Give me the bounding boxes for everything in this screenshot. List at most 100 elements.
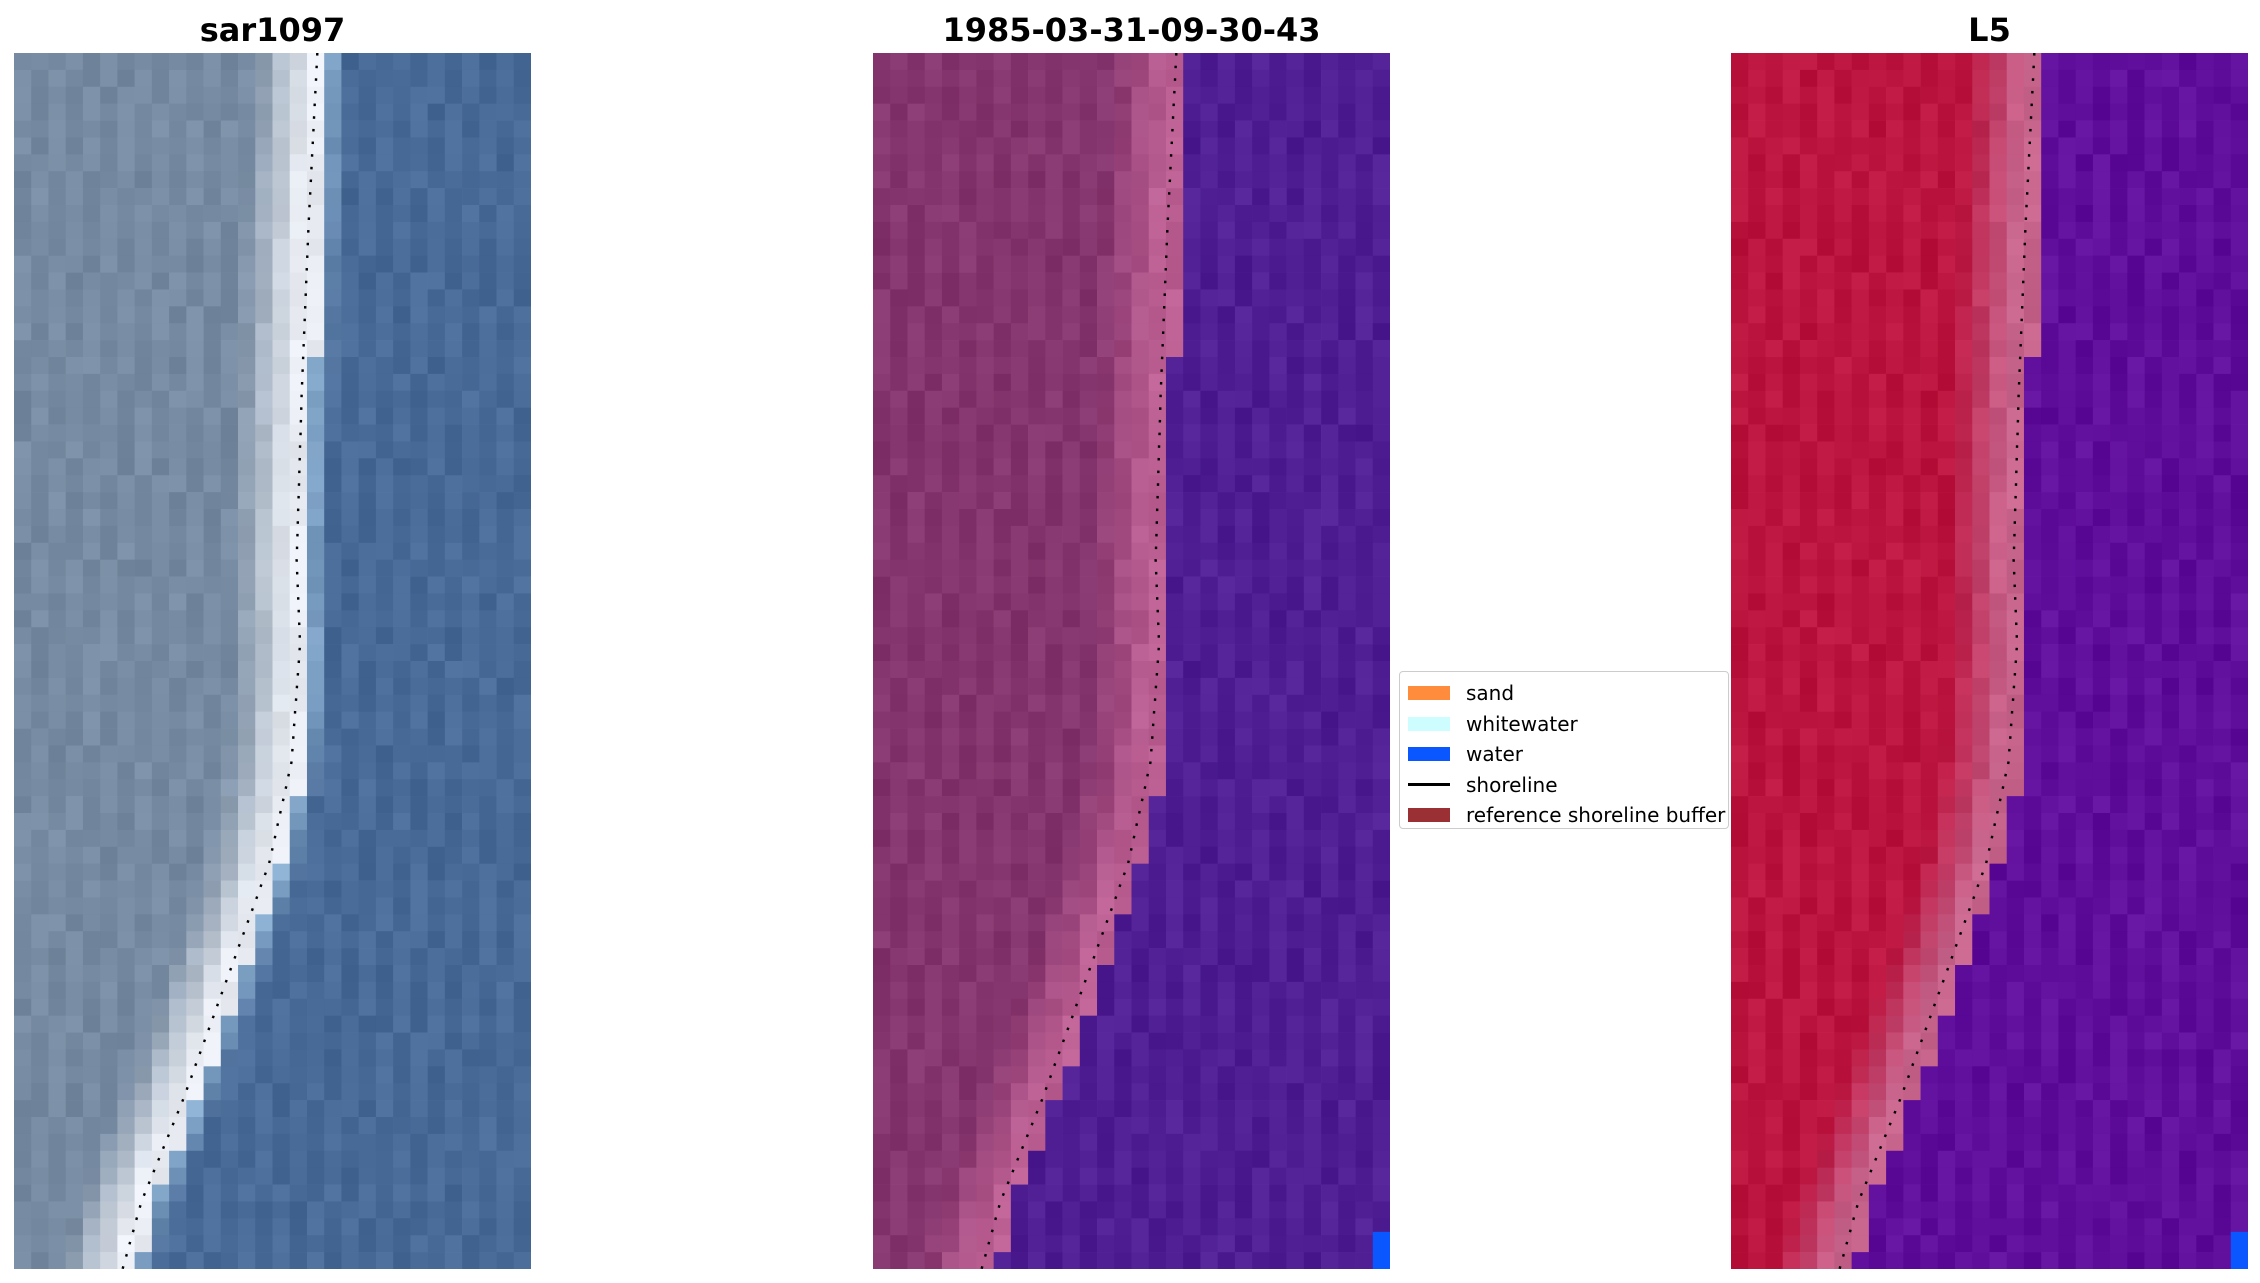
image-pixel (100, 1083, 118, 1101)
image-pixel (890, 745, 908, 763)
image-pixel (2144, 357, 2163, 375)
image-pixel (1372, 813, 1390, 831)
image-pixel (1321, 525, 1339, 544)
image-pixel (1200, 1150, 1219, 1169)
image-pixel (1972, 188, 1990, 206)
image-pixel (993, 677, 1012, 696)
image-pixel (289, 272, 308, 290)
classified-image-panel (873, 53, 1390, 1269)
image-pixel (1183, 1133, 1201, 1152)
image-pixel (1338, 323, 1356, 341)
image-pixel (1183, 711, 1201, 729)
image-pixel (272, 1167, 291, 1185)
image-pixel (324, 1201, 342, 1219)
image-pixel (65, 171, 84, 189)
image-pixel (1321, 1133, 1339, 1152)
image-pixel (1217, 188, 1236, 206)
image-pixel (393, 981, 411, 1000)
image-pixel (1765, 69, 1784, 88)
image-pixel (238, 53, 256, 71)
image-pixel (1010, 559, 1029, 577)
image-pixel (1286, 255, 1305, 273)
image-pixel (82, 1252, 101, 1269)
image-pixel (1799, 323, 1818, 341)
image-pixel (1286, 137, 1305, 155)
image-pixel (444, 829, 463, 848)
image-pixel (289, 1218, 308, 1236)
image-pixel (1321, 53, 1339, 71)
image-pixel (1886, 390, 1904, 409)
image-pixel (993, 357, 1012, 375)
image-pixel (255, 1133, 273, 1152)
image-pixel (1286, 238, 1305, 257)
image-pixel (1079, 1133, 1098, 1152)
image-pixel (1372, 1201, 1390, 1219)
image-pixel (203, 661, 222, 679)
image-pixel (220, 492, 239, 510)
image-pixel (1183, 965, 1201, 983)
image-pixel (358, 1100, 377, 1118)
image-pixel (1886, 205, 1904, 223)
image-pixel (1183, 171, 1201, 189)
image-pixel (1131, 728, 1150, 746)
image-pixel (65, 1066, 84, 1084)
image-pixel (324, 846, 342, 865)
image-pixel (2230, 171, 2248, 189)
image-pixel (1165, 1117, 1184, 1135)
image-pixel (993, 1100, 1012, 1118)
image-pixel (1903, 154, 1921, 172)
image-pixel (203, 340, 222, 358)
image-pixel (993, 846, 1012, 865)
image-pixel (1028, 965, 1046, 983)
image-pixel (14, 998, 32, 1017)
image-pixel (1217, 205, 1236, 223)
image-pixel (513, 1049, 531, 1067)
image-pixel (1355, 998, 1374, 1017)
image-pixel (1955, 103, 1973, 121)
image-pixel (907, 846, 926, 865)
image-pixel (2179, 53, 2197, 71)
image-pixel (65, 914, 84, 932)
image-pixel (873, 948, 891, 966)
image-pixel (890, 306, 908, 324)
image-pixel (513, 154, 531, 172)
image-pixel (1286, 1184, 1305, 1202)
image-pixel (272, 694, 291, 713)
image-pixel (238, 221, 256, 240)
image-pixel (873, 373, 891, 392)
image-pixel (306, 390, 325, 409)
image-pixel (169, 238, 187, 257)
image-pixel (48, 863, 67, 881)
image-pixel (375, 154, 394, 172)
image-pixel (1028, 796, 1046, 814)
image-pixel (1062, 509, 1081, 527)
image-pixel (907, 188, 926, 206)
image-pixel (1355, 357, 1374, 375)
image-pixel (134, 1133, 153, 1152)
image-pixel (82, 677, 101, 696)
image-pixel (444, 745, 463, 763)
image-pixel (513, 796, 531, 814)
image-pixel (1097, 1201, 1115, 1219)
image-pixel (393, 627, 411, 645)
image-pixel (993, 779, 1012, 797)
image-pixel (1165, 813, 1184, 831)
image-pixel (2092, 323, 2111, 341)
image-pixel (14, 373, 32, 392)
image-pixel (289, 424, 308, 442)
image-pixel (444, 255, 463, 273)
image-pixel (1114, 677, 1132, 696)
image-pixel (117, 1133, 135, 1152)
image-pixel (134, 69, 153, 88)
image-pixel (1079, 509, 1098, 527)
image-pixel (1045, 407, 1063, 425)
image-pixel (289, 694, 308, 713)
image-pixel (941, 154, 960, 172)
image-pixel (1748, 86, 1766, 105)
image-pixel (375, 880, 394, 898)
image-pixel (393, 441, 411, 459)
image-pixel (393, 221, 411, 240)
image-pixel (324, 1252, 342, 1269)
image-pixel (82, 221, 101, 240)
image-pixel (1148, 965, 1167, 983)
